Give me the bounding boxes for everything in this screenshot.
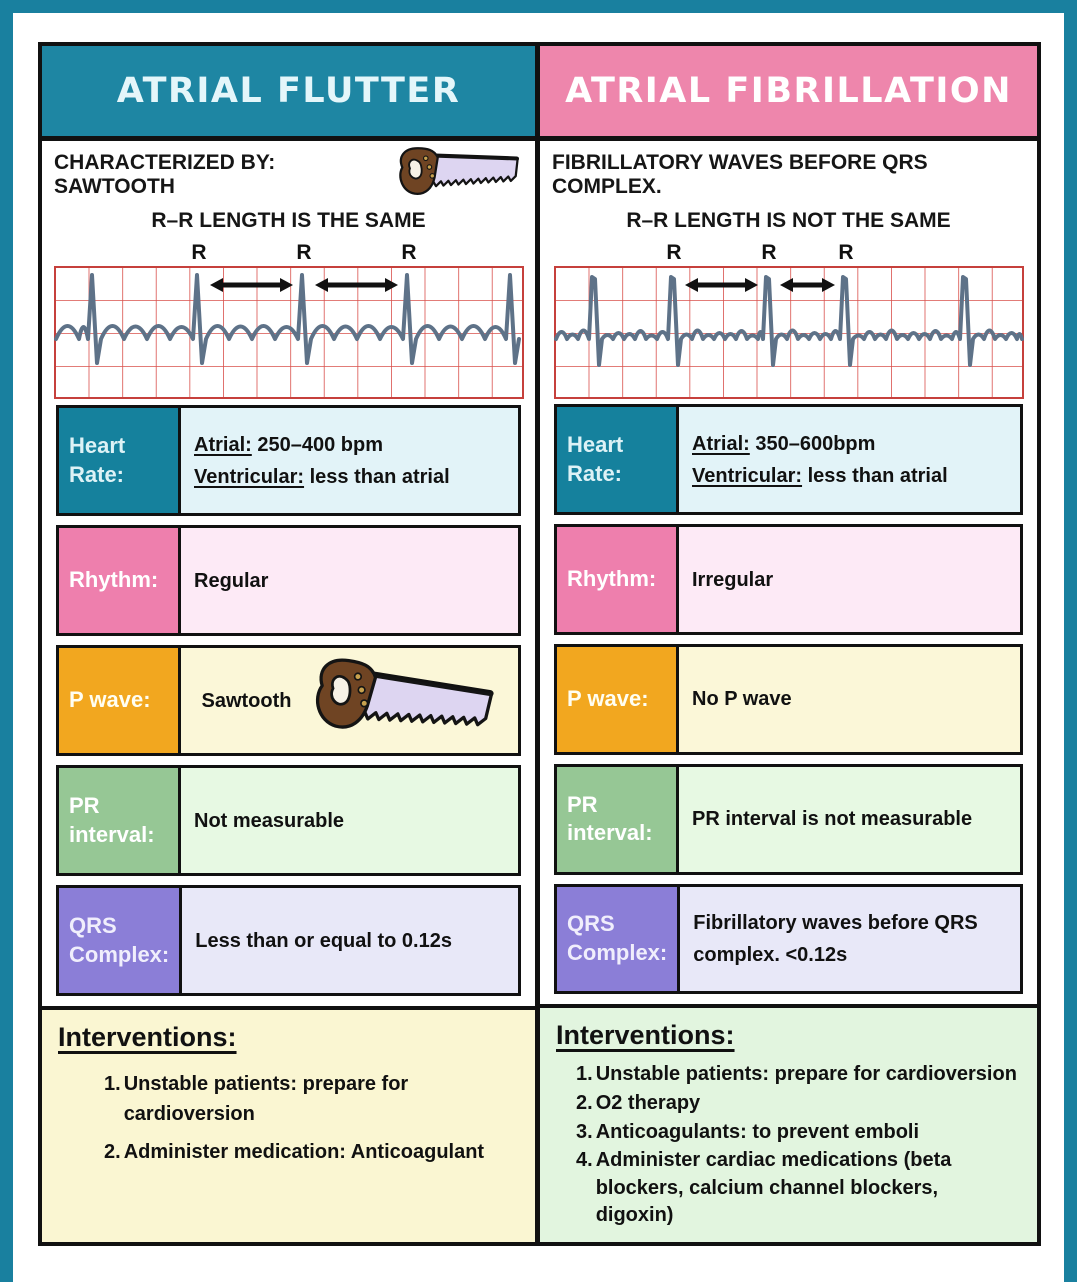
- row-pr-interval: PR interval: PR interval is not measurab…: [554, 763, 1023, 875]
- interventions-list: 1. Unstable patients: prepare for cardiov…: [576, 1061, 1021, 1230]
- intervention-item: 2. O2 therapy: [576, 1092, 701, 1115]
- row-value: Fibrillatory waves before QRS complex. <…: [680, 886, 1020, 992]
- row-heart-rate: Heart Rate: Atrial: 350–600bpm Ventricul…: [554, 404, 1023, 516]
- description-text: CHARACTERIZED BY: SAWTOOTH: [54, 151, 276, 198]
- interventions-heading: Interventions:: [58, 1022, 237, 1052]
- row-value: Atrial: 350–600bpm Ventricular: less tha…: [679, 407, 1020, 513]
- row-p-wave: P wave: Sawtooth: [56, 645, 521, 756]
- row-label: P wave:: [59, 648, 181, 753]
- intervention-item: 1. Unstable patients: prepare for cardiov…: [576, 1063, 1017, 1086]
- row-pr-interval: PR interval: Not measurable: [56, 765, 521, 876]
- row-label: QRS Complex:: [557, 886, 681, 992]
- svg-text:R: R: [401, 241, 416, 264]
- value-line: Atrial: 250–400 bpm: [194, 433, 383, 456]
- row-label: Heart Rate:: [59, 408, 181, 513]
- row-value: PR interval is not measurable: [679, 766, 1020, 872]
- svg-text:R: R: [666, 241, 681, 264]
- row-value: Irregular: [679, 527, 1020, 632]
- row-rhythm: Rhythm: Irregular: [554, 524, 1023, 635]
- interventions-heading: Interventions:: [556, 1020, 735, 1051]
- row-value: Not measurable: [181, 768, 518, 873]
- row-value: Regular: [181, 528, 518, 633]
- row-label: P wave:: [557, 647, 679, 752]
- intervention-item: 2. Administer medication: Anticoagulant: [104, 1141, 485, 1163]
- svg-text:R: R: [761, 241, 776, 264]
- interventions-section-fibrillation: Interventions: 1. Unstable patients: prep…: [540, 1004, 1037, 1242]
- intervention-item: 3. Anticoagulants: to prevent emboli: [576, 1120, 920, 1143]
- row-heart-rate: Heart Rate: Atrial: 250–400 bpm Ventricu…: [56, 405, 521, 516]
- value-line: Ventricular: less than atrial: [194, 465, 450, 488]
- row-value: Atrial: 250–400 bpm Ventricular: less th…: [181, 408, 518, 513]
- intervention-item: 4. Administer cardiac medications (beta b…: [576, 1149, 952, 1227]
- svg-text:R: R: [838, 241, 853, 264]
- row-label: QRS Complex:: [59, 888, 183, 993]
- value-text: Sawtooth: [201, 689, 292, 712]
- intervention-item: 1. Unstable patients: prepare for cardiov…: [104, 1073, 409, 1125]
- description-flutter: CHARACTERIZED BY: SAWTOOTH R–R LENGTH IS…: [42, 141, 535, 401]
- interventions-list: 1. Unstable patients: prepare for cardiov…: [104, 1069, 519, 1167]
- comparison-table: ATRIAL FLUTTER CHARACTERIZED BY: SAWTOOT…: [38, 42, 1041, 1246]
- svg-text:R: R: [191, 241, 206, 264]
- row-label: PR interval:: [557, 766, 679, 872]
- rows-flutter: Heart Rate: Atrial: 250–400 bpm Ventricu…: [42, 401, 535, 1006]
- value-line: Atrial: 350–600bpm: [692, 432, 876, 455]
- description-text: FIBRILLATORY WAVES BEFORE QRS COMPLEX.: [552, 150, 928, 198]
- row-label: Rhythm:: [59, 528, 181, 633]
- description-line2: R–R LENGTH IS NOT THE SAME: [626, 208, 951, 232]
- row-label: Rhythm:: [557, 527, 679, 632]
- column-header-flutter: ATRIAL FLUTTER: [42, 46, 535, 141]
- rows-fibrillation: Heart Rate: Atrial: 350–600bpm Ventricul…: [540, 400, 1037, 1005]
- row-qrs-complex: QRS Complex: Fibrillatory waves before Q…: [554, 883, 1023, 995]
- row-value: Sawtooth: [181, 648, 518, 753]
- frame-border-right: [1064, 0, 1077, 1282]
- row-qrs-complex: QRS Complex: Less than or equal to 0.12s: [56, 885, 521, 996]
- frame-border-top: [0, 0, 1077, 13]
- row-rhythm: Rhythm: Regular: [56, 525, 521, 636]
- row-value: Less than or equal to 0.12s: [182, 888, 518, 993]
- saw-icon: [393, 137, 525, 206]
- column-header-fibrillation: ATRIAL FIBRILLATION: [540, 46, 1037, 141]
- row-label: Heart Rate:: [557, 407, 679, 513]
- description-line1: FIBRILLATORY WAVES BEFORE QRS COMPLEX.: [540, 141, 1037, 209]
- svg-text:R: R: [296, 241, 311, 264]
- row-value: No P wave: [679, 647, 1020, 752]
- frame-border-left: [0, 0, 13, 1282]
- row-p-wave: P wave: No P wave: [554, 644, 1023, 755]
- column-atrial-flutter: ATRIAL FLUTTER CHARACTERIZED BY: SAWTOOT…: [42, 46, 540, 1242]
- interventions-section-flutter: Interventions: 1. Unstable patients: prep…: [42, 1006, 535, 1242]
- description-line2: R–R LENGTH IS THE SAME: [151, 209, 426, 232]
- description-fibrillation: FIBRILLATORY WAVES BEFORE QRS COMPLEX. R…: [540, 140, 1037, 401]
- row-label: PR interval:: [59, 768, 181, 873]
- column-atrial-fibrillation: ATRIAL FIBRILLATION FIBRILLATORY WAVES B…: [540, 46, 1037, 1242]
- description-line1: CHARACTERIZED BY: SAWTOOTH: [42, 141, 535, 209]
- value-line: Ventricular: less than atrial: [692, 464, 948, 487]
- saw-icon: [307, 652, 499, 750]
